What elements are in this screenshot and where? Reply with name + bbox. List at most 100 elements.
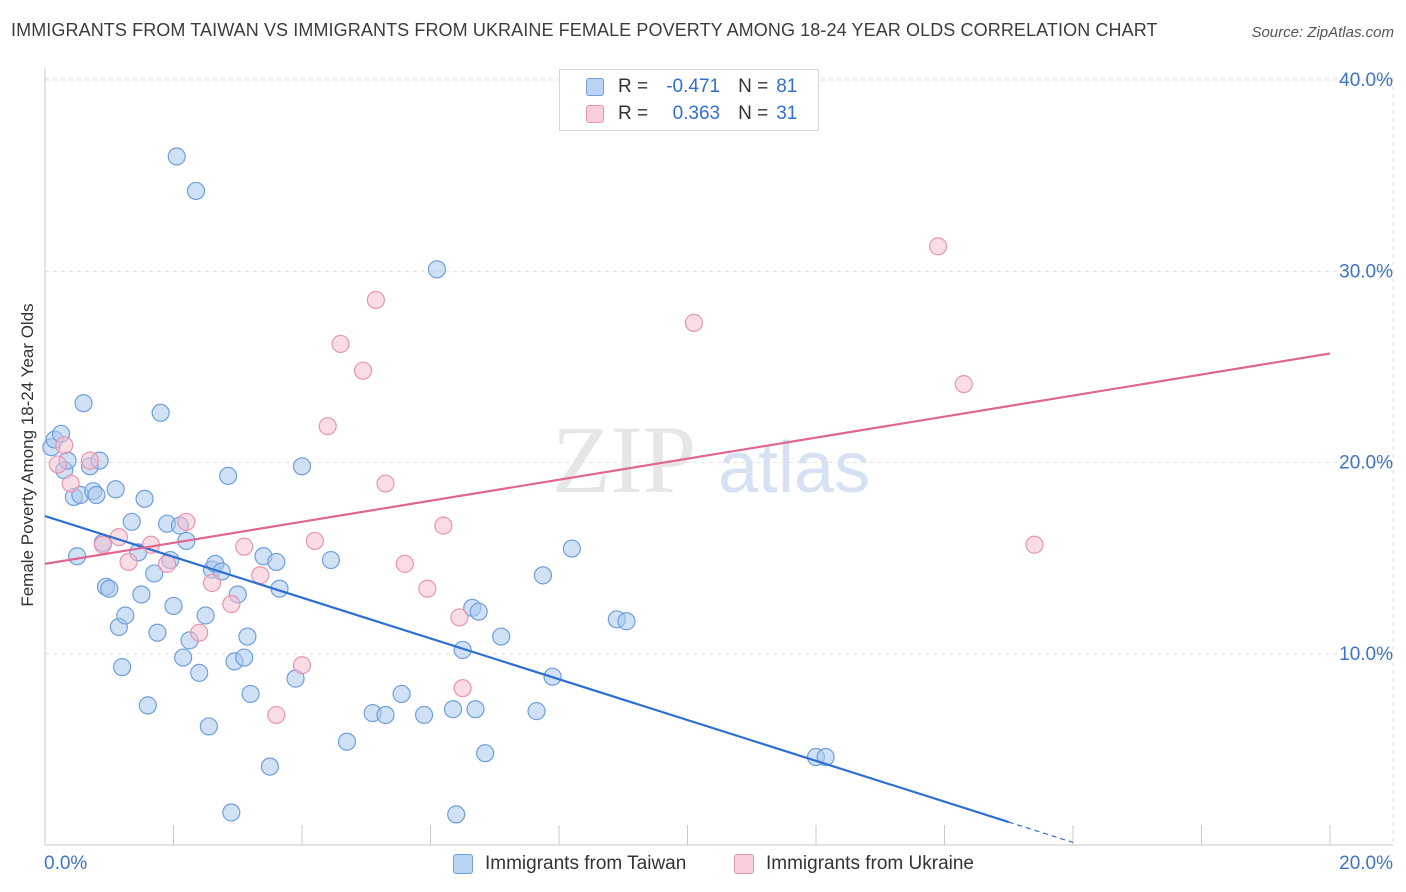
point-taiwan [186, 181, 206, 201]
y-tick-label: 10.0% [1339, 644, 1393, 665]
bottom-legend-label-ukraine: Immigrants from Ukraine [766, 853, 974, 874]
point-ukraine [80, 451, 100, 470]
points-layer [42, 147, 1044, 824]
point-ukraine [61, 474, 80, 493]
point-ukraine [222, 594, 241, 614]
point-taiwan [219, 466, 238, 485]
legend-r-label: R = [618, 76, 649, 97]
point-taiwan [292, 457, 312, 476]
point-taiwan [376, 705, 395, 725]
point-ukraine [353, 361, 373, 380]
point-ukraine [1025, 535, 1044, 554]
point-ukraine [331, 334, 350, 354]
point-taiwan [267, 552, 286, 572]
point-taiwan [321, 550, 341, 570]
point-taiwan [447, 805, 466, 824]
legend-r-value-ukraine: 0.363 [672, 103, 721, 124]
point-taiwan [148, 623, 167, 642]
point-taiwan [414, 705, 434, 725]
point-ukraine [55, 436, 74, 455]
point-ukraine [202, 573, 222, 593]
y-tick-label: 40.0% [1339, 70, 1393, 91]
point-taiwan [466, 700, 485, 719]
point-taiwan [174, 648, 193, 667]
point-taiwan [151, 403, 170, 422]
point-taiwan [167, 147, 186, 166]
point-taiwan [122, 512, 141, 531]
point-ukraine [418, 579, 437, 598]
point-taiwan [68, 547, 87, 566]
legend-swatch-ukraine [586, 105, 604, 123]
point-taiwan [337, 732, 357, 751]
legend-box: R = -0.471 N = 81 R = 0.363 N = 31 [559, 69, 819, 131]
point-ukraine [292, 656, 312, 675]
point-ukraine [93, 535, 112, 554]
point-ukraine [450, 608, 469, 627]
point-ukraine [251, 566, 270, 585]
trendline-taiwan-extension [1008, 821, 1074, 844]
bottom-legend-swatch-ukraine [734, 854, 754, 874]
point-ukraine [376, 474, 395, 493]
point-ukraine [954, 374, 973, 394]
point-ukraine [684, 313, 704, 332]
legend-r-value-taiwan: -0.471 [666, 76, 721, 97]
point-taiwan [87, 485, 106, 505]
point-taiwan [469, 602, 488, 621]
point-taiwan [492, 627, 511, 646]
point-ukraine [267, 705, 286, 725]
point-taiwan [427, 260, 447, 279]
bottom-legend-taiwan: Immigrants from Taiwan [453, 851, 686, 877]
point-ukraine [177, 512, 196, 531]
legend-row-taiwan: R = -0.471 N = 81 [586, 74, 797, 100]
watermark-atlas: atlas [718, 428, 870, 508]
y-tick-label: 30.0% [1339, 261, 1393, 282]
point-taiwan [74, 394, 93, 413]
point-taiwan [533, 566, 553, 585]
point-taiwan [132, 585, 151, 604]
legend-n-value-taiwan: 81 [776, 76, 798, 97]
point-taiwan [100, 579, 119, 598]
point-taiwan [196, 606, 215, 625]
point-ukraine [157, 554, 177, 573]
point-ukraine [318, 417, 337, 436]
point-taiwan [241, 684, 260, 704]
point-taiwan [392, 684, 411, 704]
source-label: Source: ZipAtlas.com [1251, 24, 1394, 41]
point-taiwan [527, 702, 546, 721]
watermark: ZIP atlas [552, 406, 870, 513]
point-ukraine [366, 290, 385, 310]
watermark-zip: ZIP [552, 406, 696, 513]
point-taiwan [476, 744, 495, 763]
axis-layer [44, 68, 1393, 846]
point-taiwan [106, 480, 125, 499]
point-ukraine [190, 623, 209, 642]
x-tick-label-min: 0.0% [44, 853, 87, 874]
point-ukraine [453, 679, 472, 698]
point-taiwan [116, 606, 135, 625]
trendline-ukraine [44, 352, 1331, 565]
trendline-taiwan [44, 515, 1010, 824]
point-taiwan [112, 658, 132, 677]
legend-swatch-taiwan [586, 78, 604, 96]
legend-r-label: R = [618, 103, 649, 124]
point-taiwan [260, 757, 279, 776]
point-taiwan [562, 539, 581, 558]
point-taiwan [617, 612, 636, 631]
point-taiwan [222, 803, 241, 822]
x-tick-label-max: 20.0% [1339, 853, 1393, 874]
legend-n-label: N = [738, 103, 769, 124]
point-taiwan [164, 596, 183, 616]
chart-title: IMMIGRANTS FROM TAIWAN VS IMMIGRANTS FRO… [11, 20, 1158, 40]
point-ukraine [928, 237, 948, 256]
bottom-legend-ukraine: Immigrants from Ukraine [734, 851, 974, 877]
point-taiwan [443, 700, 463, 719]
point-ukraine [48, 455, 67, 474]
legend-n-value-ukraine: 31 [776, 103, 798, 124]
point-taiwan [453, 640, 472, 660]
point-taiwan [235, 648, 254, 667]
point-ukraine [395, 554, 414, 573]
y-tick-label: 20.0% [1339, 453, 1393, 474]
point-taiwan [190, 663, 209, 682]
point-taiwan [145, 564, 164, 583]
